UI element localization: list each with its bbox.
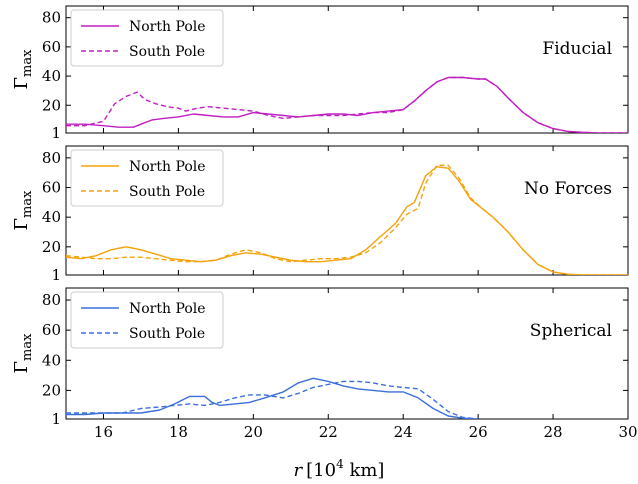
y-axis-label: Γmax (11, 49, 35, 90)
plot-frame (65, 287, 629, 420)
y-axis-label-sub: max (20, 49, 35, 77)
panel-label: Spherical (530, 321, 612, 341)
series-line-south-pole (66, 76, 628, 133)
x-tick-label: 18 (169, 423, 188, 441)
y-axis-label-sub: max (20, 190, 35, 218)
panel-3: 1 20 40 60 80 16 18 20 22 24 26 28 30 North Pole South… (42, 287, 638, 441)
y-axis-label: Γmax (11, 333, 35, 374)
y-axis-label-sub: max (20, 333, 35, 361)
panel-1: 1 20 40 60 80 North Pole South Pole Fiducial (42, 5, 629, 142)
x-axis-label: r [104 km] (294, 457, 385, 481)
x-tick-label: 16 (94, 423, 113, 441)
y-tick-label: 60 (42, 179, 61, 197)
series-line-north-pole (66, 377, 479, 419)
series-line-south-pole (66, 164, 628, 275)
y-tick-label: 40 (42, 67, 61, 85)
x-tick-label: 28 (544, 423, 563, 441)
x-axis-label-exp: 4 (336, 457, 344, 471)
y-tick-label: 40 (42, 351, 61, 369)
y-tick-label: 20 (42, 238, 61, 256)
series-line-south-pole (66, 380, 479, 419)
panel-label: No Forces (524, 179, 612, 199)
legend-label: South Pole (129, 44, 205, 60)
panel-label: Fiducial (542, 39, 612, 59)
legend-label: North Pole (129, 301, 206, 317)
y-tick-label: 80 (42, 9, 61, 27)
panel-2: 1 20 40 60 80 North Pole South Pole No Forces (42, 145, 629, 284)
series-line-north-pole (66, 166, 628, 275)
y-tick-label: 60 (42, 321, 61, 339)
legend-box (70, 149, 224, 207)
x-axis-label-unit: [10 (306, 460, 336, 481)
plot-frame (65, 5, 629, 134)
legend-label: South Pole (129, 184, 205, 200)
legend-label: South Pole (129, 326, 205, 342)
legend-label: North Pole (129, 159, 206, 175)
x-axis-label-var: r (294, 460, 304, 481)
series-line-north-pole (66, 76, 628, 133)
panels: 1 20 40 60 80 North Pole South Pole Fiducial 1 20… (42, 5, 638, 441)
y-axis-label-main: Γ (11, 361, 32, 374)
x-tick-label: 30 (618, 423, 637, 441)
plot-frame (65, 145, 629, 276)
legend-label: North Pole (129, 19, 206, 35)
y-axis-label-main: Γ (11, 77, 32, 90)
y-axis-label-main: Γ (11, 218, 32, 231)
legend-box (70, 291, 224, 349)
y-tick-label: 20 (42, 96, 61, 114)
y-tick-label: 1 (51, 410, 61, 428)
x-tick-label: 20 (244, 423, 263, 441)
x-tick-label: 24 (394, 423, 413, 441)
y-tick-label: 80 (42, 149, 61, 167)
y-tick-label: 80 (42, 291, 61, 309)
y-axis-label: Γmax (11, 190, 35, 231)
y-tick-label: 20 (42, 381, 61, 399)
y-tick-label: 1 (51, 124, 61, 142)
y-tick-label: 40 (42, 208, 61, 226)
y-tick-label: 1 (51, 266, 61, 284)
x-tick-label: 22 (319, 423, 338, 441)
x-tick-label: 26 (469, 423, 488, 441)
x-axis-label-unit2: km] (344, 460, 385, 481)
y-tick-label: 60 (42, 38, 61, 56)
legend-box (70, 9, 224, 67)
